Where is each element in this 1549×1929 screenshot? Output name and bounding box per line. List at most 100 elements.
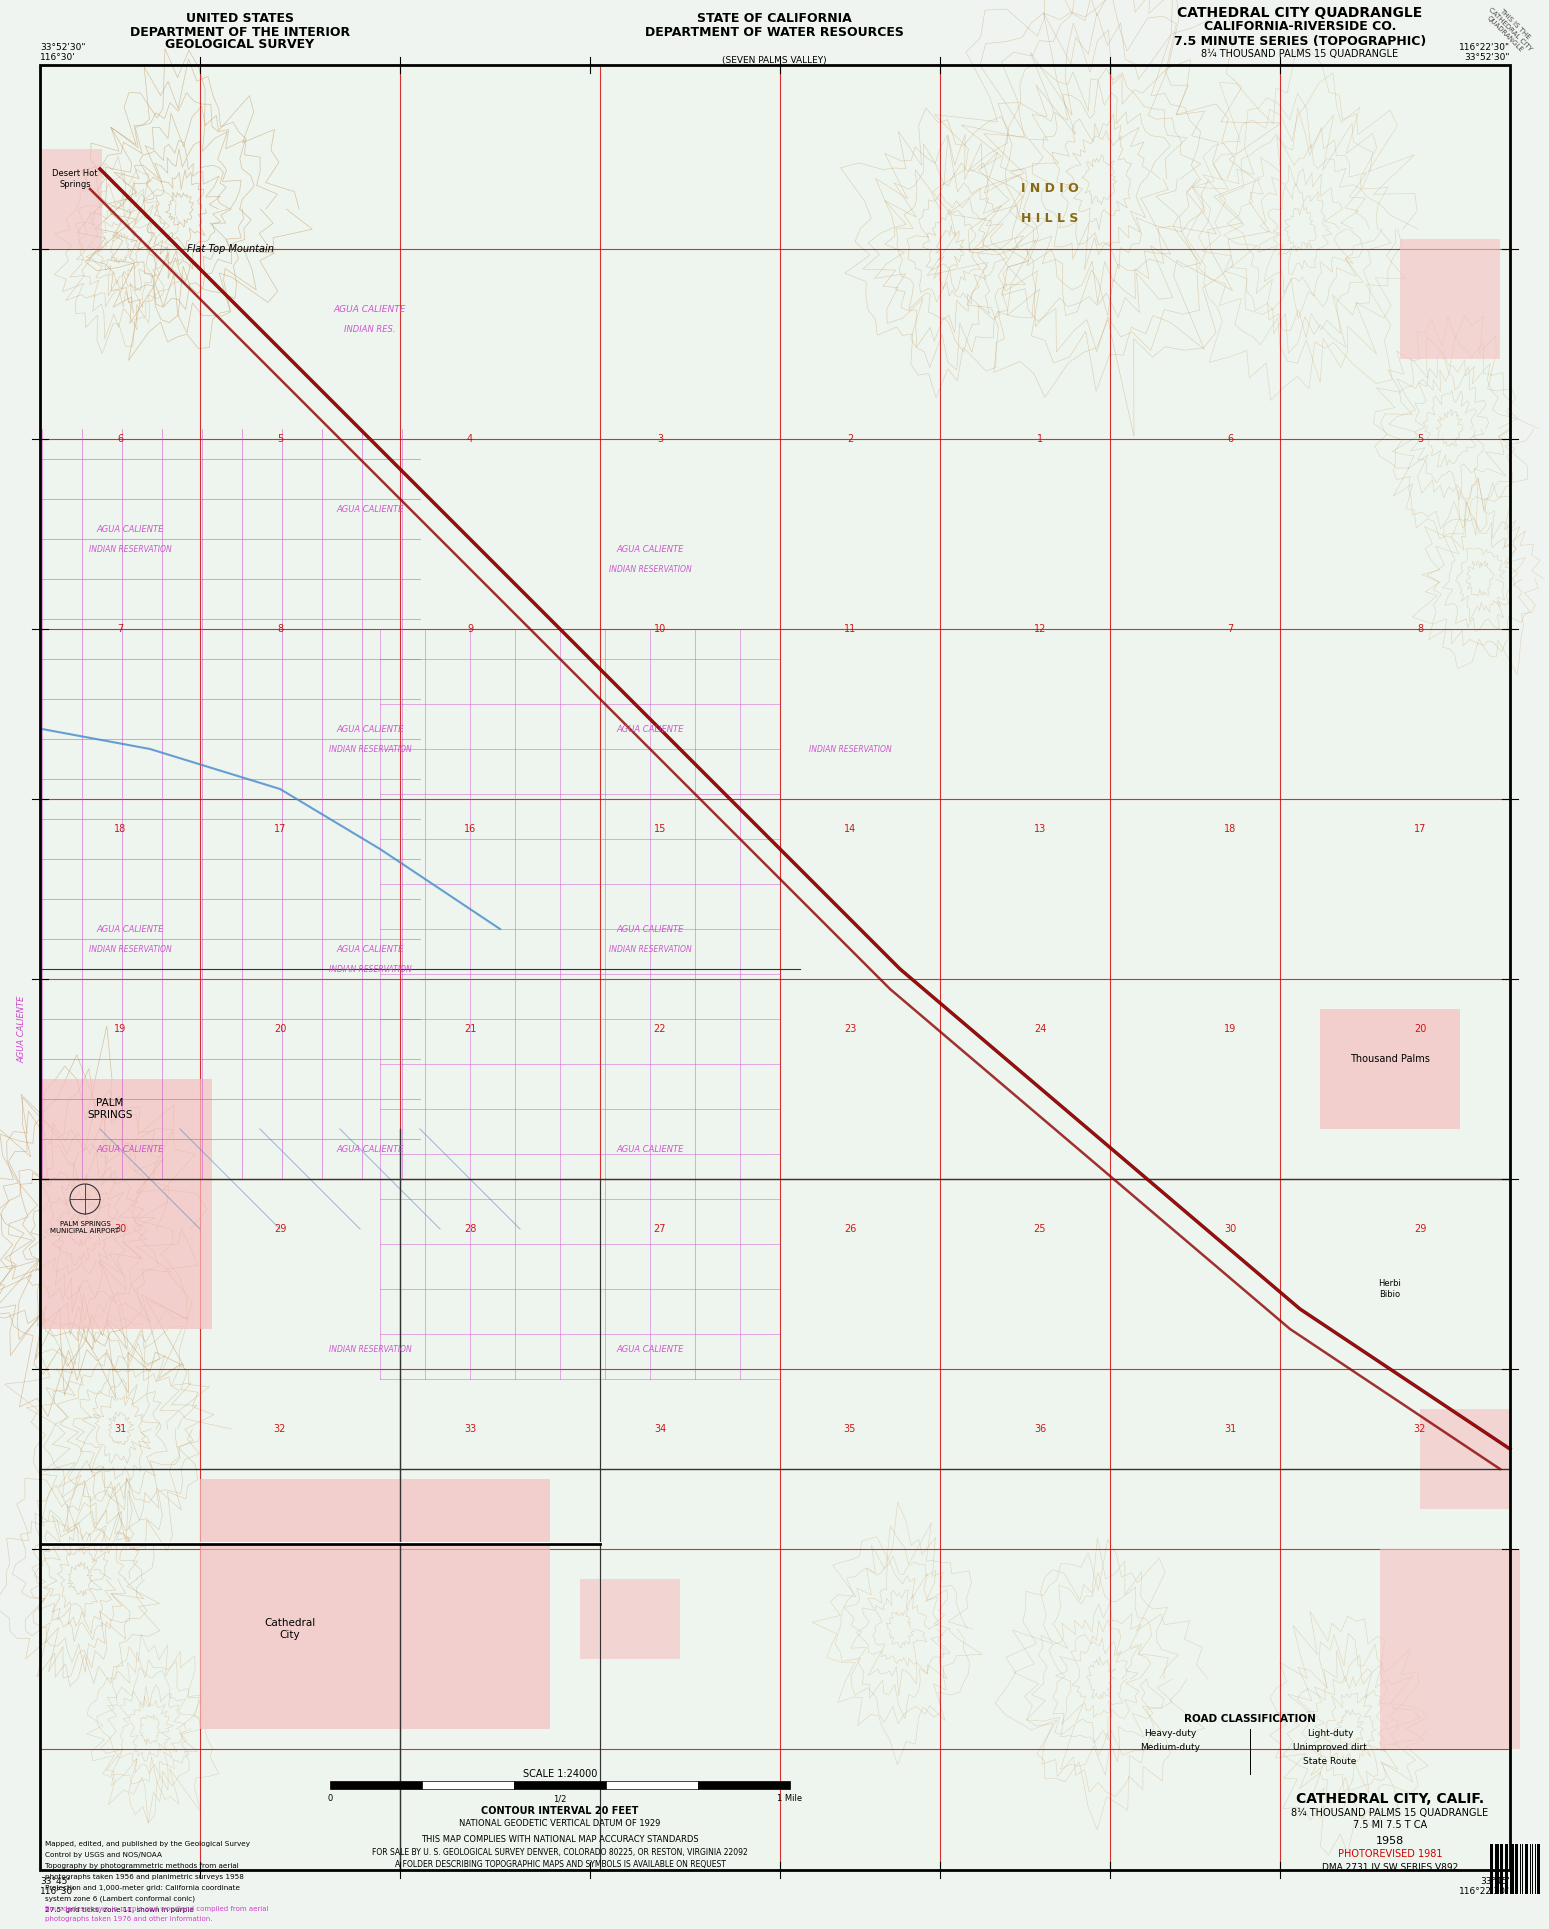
Text: AGUA CALIENTE: AGUA CALIENTE xyxy=(617,544,683,554)
Text: FOR SALE BY U. S. GEOLOGICAL SURVEY DENVER, COLORADO 80225, OR RESTON, VIRGINIA : FOR SALE BY U. S. GEOLOGICAL SURVEY DENV… xyxy=(372,1848,748,1856)
Text: 20: 20 xyxy=(1414,1024,1427,1034)
Text: 16: 16 xyxy=(463,824,476,833)
Text: 34: 34 xyxy=(654,1424,666,1433)
Text: 5: 5 xyxy=(1417,434,1424,444)
Text: INDIAN RESERVATION: INDIAN RESERVATION xyxy=(88,544,172,554)
Text: 20: 20 xyxy=(274,1024,287,1034)
Text: AGUA CALIENTE: AGUA CALIENTE xyxy=(96,1144,164,1154)
Bar xyxy=(1499,1844,1503,1894)
Text: Control by USGS and NOS/NOAA: Control by USGS and NOS/NOAA xyxy=(45,1852,163,1858)
Text: INDIAN RESERVATION: INDIAN RESERVATION xyxy=(328,1345,412,1354)
Text: 26: 26 xyxy=(844,1225,857,1235)
Text: (SEVEN PALMS VALLEY): (SEVEN PALMS VALLEY) xyxy=(722,56,826,66)
Text: 7.5 MI 7.5 T CA: 7.5 MI 7.5 T CA xyxy=(1352,1819,1427,1831)
Text: Desert Hot
Springs: Desert Hot Springs xyxy=(53,170,98,189)
Text: 35: 35 xyxy=(844,1424,857,1433)
Text: Thousand Palms: Thousand Palms xyxy=(1351,1053,1430,1065)
Text: AGUA CALIENTE: AGUA CALIENTE xyxy=(17,995,26,1063)
Text: 4: 4 xyxy=(466,434,472,444)
Text: 33°45': 33°45' xyxy=(1481,1877,1510,1887)
Text: 30: 30 xyxy=(115,1225,125,1235)
Text: 36: 36 xyxy=(1033,1424,1046,1433)
Text: 15: 15 xyxy=(654,824,666,833)
Text: 33°52'30": 33°52'30" xyxy=(1464,54,1510,62)
Text: PHOTOREVISED 1981: PHOTOREVISED 1981 xyxy=(1338,1850,1442,1860)
Text: 8: 8 xyxy=(1417,623,1424,635)
Text: AGUA CALIENTE: AGUA CALIENTE xyxy=(617,1345,683,1354)
Text: Herbi
Bibio: Herbi Bibio xyxy=(1379,1279,1402,1298)
Text: CONTOUR INTERVAL 20 FEET: CONTOUR INTERVAL 20 FEET xyxy=(482,1806,638,1815)
Text: INDIAN RESERVATION: INDIAN RESERVATION xyxy=(609,945,691,953)
Text: 27.5' grid ticks, zone 11, shown in purple: 27.5' grid ticks, zone 11, shown in purp… xyxy=(45,1908,194,1914)
Text: Medium-duty: Medium-duty xyxy=(1140,1744,1200,1753)
Text: 25: 25 xyxy=(1033,1225,1046,1235)
Text: INDIAN RESERVATION: INDIAN RESERVATION xyxy=(609,565,691,573)
Text: AGUA CALIENTE: AGUA CALIENTE xyxy=(336,725,404,733)
Text: AGUA CALIENTE: AGUA CALIENTE xyxy=(617,924,683,934)
Text: 19: 19 xyxy=(1224,1024,1236,1034)
Text: 6: 6 xyxy=(116,434,122,444)
Text: AGUA CALIENTE: AGUA CALIENTE xyxy=(617,1144,683,1154)
Bar xyxy=(1498,1844,1499,1894)
Bar xyxy=(1526,1844,1527,1894)
Text: PALM
SPRINGS: PALM SPRINGS xyxy=(87,1098,133,1121)
Text: INDIAN RESERVATION: INDIAN RESERVATION xyxy=(88,945,172,953)
Text: 32: 32 xyxy=(1414,1424,1427,1433)
Bar xyxy=(1510,1844,1512,1894)
Bar xyxy=(606,1780,699,1788)
Text: 8¼ THOUSAND PALMS 15 QUADRANGLE: 8¼ THOUSAND PALMS 15 QUADRANGLE xyxy=(1292,1807,1489,1817)
Text: PALM SPRINGS
MUNICIPAL AIRPORT: PALM SPRINGS MUNICIPAL AIRPORT xyxy=(51,1221,119,1235)
Text: 22: 22 xyxy=(654,1024,666,1034)
Text: INDIAN RESERVATION: INDIAN RESERVATION xyxy=(328,964,412,974)
Text: State Route: State Route xyxy=(1303,1757,1357,1767)
Text: Flat Top Mountain: Flat Top Mountain xyxy=(186,243,274,255)
Text: 18: 18 xyxy=(115,824,125,833)
Text: UNITED STATES: UNITED STATES xyxy=(186,12,294,25)
Bar xyxy=(1490,1844,1492,1894)
Text: 116°30': 116°30' xyxy=(40,54,76,62)
Text: Light-duty: Light-duty xyxy=(1307,1730,1354,1738)
Bar xyxy=(421,1780,514,1788)
Text: 0: 0 xyxy=(327,1794,333,1804)
Text: 30: 30 xyxy=(1224,1225,1236,1235)
Text: 29: 29 xyxy=(1414,1225,1427,1235)
Bar xyxy=(1515,1844,1518,1894)
Text: GEOLOGICAL SURVEY: GEOLOGICAL SURVEY xyxy=(166,39,314,52)
Text: 5: 5 xyxy=(277,434,283,444)
Text: 17: 17 xyxy=(1414,824,1427,833)
Text: 21: 21 xyxy=(463,1024,476,1034)
Text: photographs taken 1976 and other information.: photographs taken 1976 and other informa… xyxy=(45,1915,212,1921)
Text: 27: 27 xyxy=(654,1225,666,1235)
Text: Projection and 1,000-meter grid: California coordinate: Projection and 1,000-meter grid: Califor… xyxy=(45,1885,240,1890)
Text: 33°52'30": 33°52'30" xyxy=(40,42,85,52)
Text: 116°22'30": 116°22'30" xyxy=(1459,1887,1510,1896)
Text: 116°30': 116°30' xyxy=(40,1887,76,1896)
Text: STATE OF CALIFORNIA: STATE OF CALIFORNIA xyxy=(697,12,852,25)
Text: Topography by photogrammetric methods from aerial: Topography by photogrammetric methods fr… xyxy=(45,1863,239,1869)
Bar xyxy=(514,1780,606,1788)
Bar xyxy=(1538,1844,1541,1894)
Text: 7: 7 xyxy=(1227,623,1233,635)
Bar xyxy=(1420,1408,1510,1508)
Text: AGUA CALIENTE: AGUA CALIENTE xyxy=(333,305,406,314)
Text: 18: 18 xyxy=(1224,824,1236,833)
Text: AGUA CALIENTE: AGUA CALIENTE xyxy=(96,525,164,534)
Text: CATHEDRAL CITY QUADRANGLE: CATHEDRAL CITY QUADRANGLE xyxy=(1177,6,1422,19)
Text: AGUA CALIENTE: AGUA CALIENTE xyxy=(96,924,164,934)
Text: DEPARTMENT OF THE INTERIOR: DEPARTMENT OF THE INTERIOR xyxy=(130,25,350,39)
Bar xyxy=(330,1780,421,1788)
Text: 3: 3 xyxy=(657,434,663,444)
Text: NATIONAL GEODETIC VERTICAL DATUM OF 1929: NATIONAL GEODETIC VERTICAL DATUM OF 1929 xyxy=(460,1819,661,1827)
Bar xyxy=(1400,239,1499,359)
Bar xyxy=(579,1580,680,1659)
Text: ROAD CLASSIFICATION: ROAD CLASSIFICATION xyxy=(1183,1715,1317,1725)
Text: 14: 14 xyxy=(844,824,857,833)
Text: 32: 32 xyxy=(274,1424,287,1433)
Text: 17: 17 xyxy=(274,824,287,833)
Text: 31: 31 xyxy=(115,1424,125,1433)
Text: 33°45': 33°45' xyxy=(40,1877,70,1887)
Bar xyxy=(1320,1009,1461,1128)
Text: 23: 23 xyxy=(844,1024,857,1034)
Text: 10: 10 xyxy=(654,623,666,635)
Text: 1958: 1958 xyxy=(1376,1836,1403,1846)
